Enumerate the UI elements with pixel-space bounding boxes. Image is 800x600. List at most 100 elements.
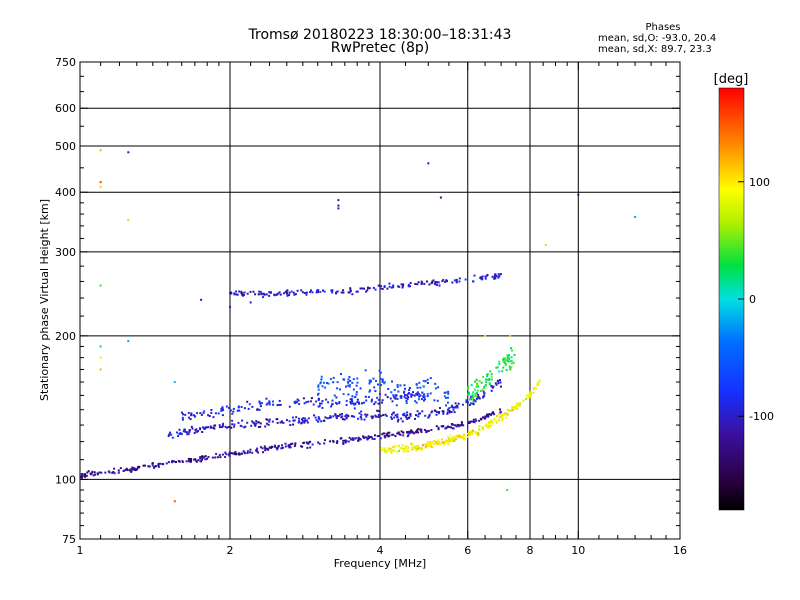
echo-point: [445, 441, 448, 444]
echo-point: [369, 389, 372, 392]
echo-point: [262, 296, 265, 299]
echo-point: [335, 291, 338, 294]
echo-point: [510, 362, 513, 365]
echo-point: [492, 412, 495, 414]
echo-point: [475, 394, 478, 397]
echo-point: [414, 400, 417, 403]
echo-point: [376, 409, 379, 412]
echo-point: [184, 430, 187, 433]
echo-point: [336, 440, 339, 443]
echo-point: [302, 417, 305, 420]
echo-point: [335, 396, 338, 399]
echo-point: [179, 432, 182, 435]
echo-point: [259, 402, 262, 405]
x-tick-label: 6: [464, 544, 471, 557]
echo-point: [349, 401, 352, 404]
echo-point: [190, 413, 192, 416]
echo-point: [303, 402, 306, 405]
echo-point: [236, 293, 239, 296]
echo-point: [414, 446, 417, 449]
chart-subtitle: RwPretec (8p): [330, 40, 430, 56]
echo-point: [511, 349, 513, 352]
echo-point: [445, 404, 447, 407]
phases-title: Phases: [645, 22, 681, 33]
echo-point: [289, 424, 292, 426]
echo-point: [357, 417, 360, 420]
echo-point: [503, 362, 506, 364]
echo-point: [364, 413, 367, 416]
echo-point: [418, 398, 420, 401]
echo-point: [406, 414, 409, 416]
echo-point: [433, 440, 436, 442]
echo-point: [397, 444, 400, 447]
echo-point: [233, 425, 236, 428]
echo-point: [306, 446, 309, 449]
colorbar-ticks: 100 0 -100: [738, 176, 774, 423]
echo-point: [473, 420, 476, 423]
echo-point: [383, 382, 386, 385]
echo-point: [320, 375, 323, 378]
echo-point: [400, 417, 403, 420]
echo-point: [421, 410, 424, 413]
echo-point: [331, 403, 333, 406]
echo-point: [214, 412, 217, 415]
echo-point: [484, 384, 487, 387]
echo-point: [268, 291, 271, 294]
echo-point: [392, 284, 395, 287]
echo-point: [398, 285, 401, 288]
echo-point: [469, 395, 472, 398]
echo-point: [478, 425, 481, 428]
echo-point: [265, 422, 268, 425]
echo-point: [488, 421, 490, 424]
echo-point: [485, 378, 487, 381]
echo-point: [204, 455, 207, 458]
echo-point: [98, 471, 101, 474]
echo-point: [207, 456, 210, 458]
echo-point: [403, 412, 406, 415]
echo-point: [349, 287, 352, 290]
echo-point: [377, 410, 380, 413]
echo-point: [195, 430, 198, 433]
echo-point: [354, 395, 357, 398]
echo-point: [501, 413, 503, 416]
echo-point: [238, 290, 241, 293]
echo-point: [196, 412, 198, 415]
echo-point: [446, 401, 449, 404]
echo-point: [459, 436, 462, 439]
echo-point: [497, 379, 500, 382]
echo-point: [193, 432, 196, 434]
echo-point: [396, 397, 399, 400]
echo-point: [191, 427, 194, 430]
echo-point: [476, 384, 479, 387]
echo-point: [80, 476, 83, 479]
echo-point: [411, 448, 414, 451]
echo-point: [425, 445, 428, 448]
echo-point: [380, 285, 383, 288]
echo-point: [499, 416, 501, 419]
echo-point: [433, 399, 436, 402]
echo-point: [339, 388, 341, 391]
echo-point: [488, 382, 491, 385]
echo-point: [336, 441, 339, 444]
echo-point: [344, 415, 347, 418]
echo-point: [294, 293, 297, 296]
echo-point: [147, 465, 150, 468]
echo-point: [424, 398, 426, 401]
echo-point: [475, 419, 478, 422]
echo-point: [317, 388, 320, 391]
echo-point: [501, 370, 504, 373]
echo-point: [448, 411, 451, 414]
echo-point: [420, 431, 423, 433]
echo-point: [430, 429, 433, 431]
echo-point: [394, 397, 397, 400]
echo-point: [435, 442, 438, 445]
echo-point: [381, 381, 384, 383]
phase-stat-x: mean, sd,X: 89.7, 23.3: [598, 44, 712, 55]
echo-point: [180, 411, 183, 414]
echo-point: [183, 429, 186, 432]
echo-point: [246, 452, 249, 454]
echo-point: [503, 359, 506, 362]
echo-point: [400, 283, 403, 286]
echo-point: [268, 400, 271, 403]
echo-point: [423, 395, 426, 398]
